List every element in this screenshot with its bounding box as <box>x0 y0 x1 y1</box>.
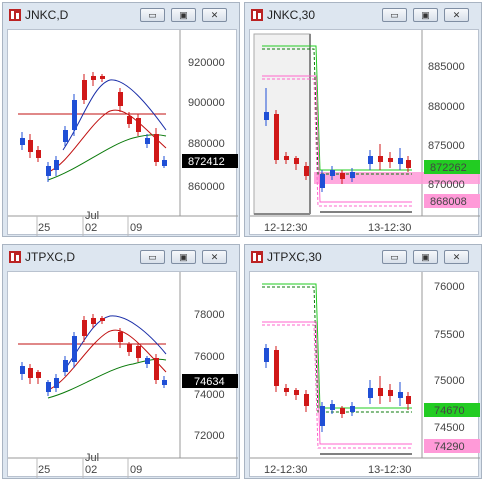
minimize-button[interactable]: ▭ <box>382 250 407 264</box>
low-tag-text: 868008 <box>430 196 467 208</box>
y-tick-label: 920000 <box>188 57 225 69</box>
y-tick-label: 860000 <box>188 181 225 193</box>
x-tick-label: 12-12:30 <box>264 464 307 476</box>
close-button[interactable]: ✕ <box>444 250 469 264</box>
low-tag <box>424 194 480 208</box>
chart-window-jtpxc-daily[interactable]: JTPXC,D ▭ ▣ ✕ <box>2 244 240 479</box>
price-tag <box>182 374 238 388</box>
candlestick-chart: 885000 880000 875000 870000 872262 86800… <box>250 30 480 234</box>
x-tick-label: 09 <box>130 464 142 476</box>
window-title: JNKC,30 <box>267 8 316 22</box>
price-tag-text: 74634 <box>194 376 225 388</box>
y-tick-label: 72000 <box>194 430 225 442</box>
y-tick-label: 870000 <box>428 179 465 191</box>
low-tag-text: 74290 <box>434 441 465 453</box>
restore-button[interactable]: ▣ <box>413 250 438 264</box>
window-title: JNKC,D <box>25 8 69 22</box>
minimize-button[interactable]: ▭ <box>140 8 165 22</box>
window-title: JTPXC,30 <box>267 250 322 264</box>
title-bar[interactable]: JNKC,D ▭ ▣ ✕ <box>3 3 239 27</box>
x-tick-label: Jul <box>85 210 99 222</box>
chart-window-jnkc-daily[interactable]: JNKC,D ▭ ▣ ✕ <box>2 2 240 237</box>
low-tag <box>424 439 480 453</box>
x-tick-label: 02 <box>85 222 97 234</box>
close-button[interactable]: ✕ <box>444 8 469 22</box>
candlestick-chart: 78000 76000 74000 72000 74634 25 Jul 02 … <box>8 272 238 478</box>
price-tag <box>424 403 480 417</box>
x-tick-label: 25 <box>38 464 50 476</box>
x-tick-label: 02 <box>85 464 97 476</box>
x-tick-label: 13-12:30 <box>368 464 411 476</box>
y-tick-label: 76000 <box>434 281 465 293</box>
y-tick-label: 75000 <box>434 375 465 387</box>
y-tick-label: 880000 <box>428 101 465 113</box>
chart-window-jnkc-30min[interactable]: JNKC,30 ▭ ▣ ✕ <box>244 2 482 237</box>
chart-area[interactable]: 78000 76000 74000 72000 74634 25 Jul 02 … <box>7 271 238 478</box>
app-icon <box>9 251 21 263</box>
restore-button[interactable]: ▣ <box>171 8 196 22</box>
candlestick-chart: 920000 900000 880000 860000 872412 25 Ju… <box>8 30 238 236</box>
x-tick-label: 09 <box>130 222 142 234</box>
x-tick-label: 13-12:30 <box>368 222 411 234</box>
x-tick-label: Jul <box>85 452 99 464</box>
title-bar[interactable]: JTPXC,30 ▭ ▣ ✕ <box>245 245 481 269</box>
title-bar[interactable]: JNKC,30 ▭ ▣ ✕ <box>245 3 481 27</box>
app-icon <box>9 9 21 21</box>
y-tick-label: 880000 <box>188 138 225 150</box>
app-icon <box>251 9 263 21</box>
title-bar[interactable]: JTPXC,D ▭ ▣ ✕ <box>3 245 239 269</box>
chart-area[interactable]: 920000 900000 880000 860000 872412 25 Ju… <box>7 29 238 236</box>
y-tick-label: 875000 <box>428 140 465 152</box>
price-tag-text: 872262 <box>430 162 467 174</box>
y-tick-label: 76000 <box>194 351 225 363</box>
chart-area[interactable]: 76000 75500 75000 74500 74670 74290 12-1… <box>249 271 480 477</box>
close-button[interactable]: ✕ <box>202 250 227 264</box>
y-tick-label: 78000 <box>194 309 225 321</box>
window-title: JTPXC,D <box>25 250 76 264</box>
price-tag-text: 74670 <box>434 405 465 417</box>
price-tag <box>424 160 480 174</box>
close-button[interactable]: ✕ <box>202 8 227 22</box>
chart-area[interactable]: 885000 880000 875000 870000 872262 86800… <box>249 29 480 235</box>
candlestick-chart: 76000 75500 75000 74500 74670 74290 12-1… <box>250 272 480 476</box>
y-tick-label: 885000 <box>428 61 465 73</box>
chart-window-jtpxc-30min[interactable]: JTPXC,30 ▭ ▣ ✕ <box>244 244 482 479</box>
y-tick-label: 75500 <box>434 329 465 341</box>
price-tag <box>182 154 238 168</box>
app-icon <box>251 251 263 263</box>
y-tick-label: 74000 <box>194 389 225 401</box>
minimize-button[interactable]: ▭ <box>140 250 165 264</box>
x-tick-label: 25 <box>38 222 50 234</box>
y-tick-label: 900000 <box>188 97 225 109</box>
restore-button[interactable]: ▣ <box>171 250 196 264</box>
minimize-button[interactable]: ▭ <box>382 8 407 22</box>
restore-button[interactable]: ▣ <box>413 8 438 22</box>
y-tick-label: 74500 <box>434 422 465 434</box>
x-tick-label: 12-12:30 <box>264 222 307 234</box>
price-tag-text: 872412 <box>188 156 225 168</box>
